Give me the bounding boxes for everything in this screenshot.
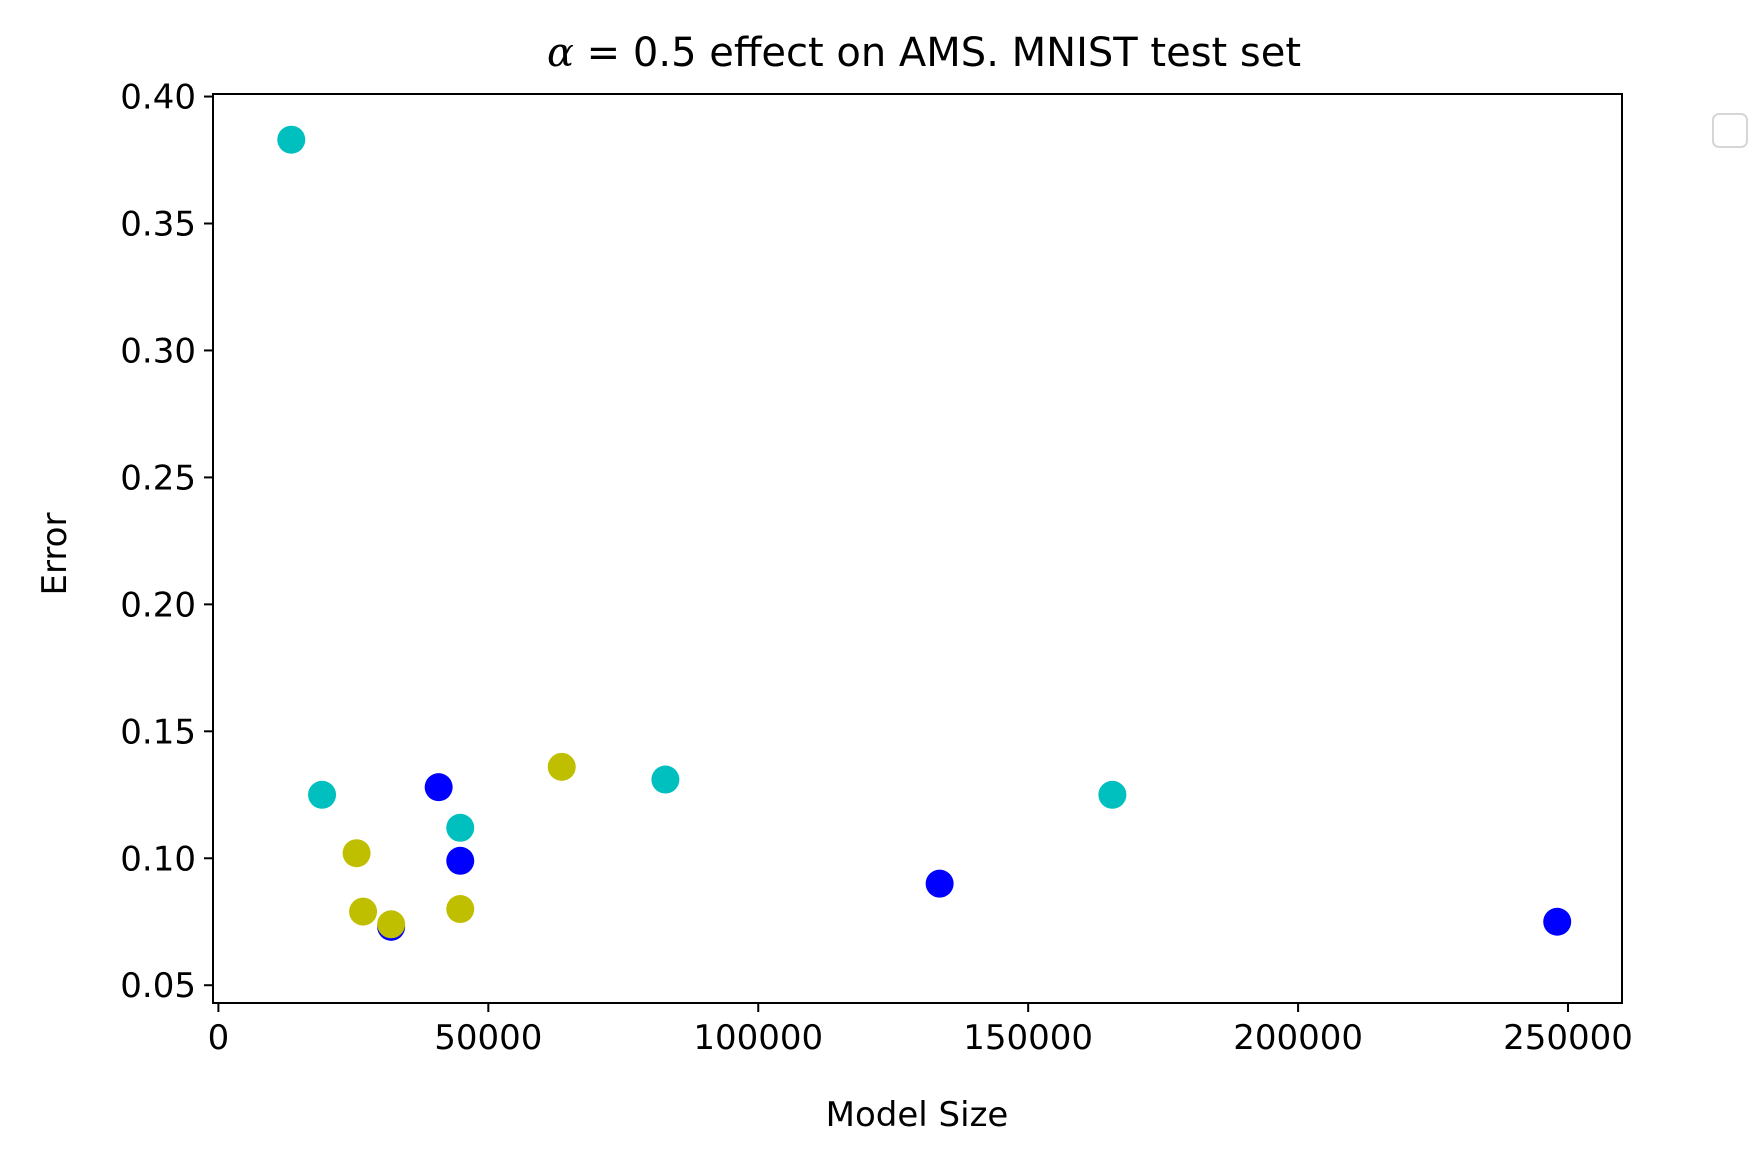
y-tick-label: 0.10: [120, 839, 196, 879]
data-point-s1-3: [925, 869, 954, 898]
data-point-s0-4: [1098, 780, 1127, 809]
y-tick-label: 0.25: [120, 458, 196, 498]
x-tick-label: 100000: [693, 1018, 823, 1058]
data-point-s2-0: [342, 839, 371, 868]
data-point-s2-1: [349, 897, 378, 926]
y-tick-label: 0.15: [120, 712, 196, 752]
y-tick-label: 0.35: [120, 204, 196, 244]
plot-frame: [212, 93, 1623, 1004]
chart-title-text: = 0.5 effect on AMS. MNIST test set: [574, 30, 1301, 76]
data-points: [277, 125, 1572, 941]
data-point-s0-1: [308, 780, 337, 809]
x-tick-label: 0: [208, 1018, 230, 1058]
data-point-s2-3: [446, 895, 475, 924]
y-tick-label: 0.20: [120, 585, 196, 625]
data-point-s0-2: [446, 813, 475, 842]
x-axis-ticks: 0 50000 100000 150000 200000 250000: [208, 1003, 1633, 1058]
data-point-s2-2: [377, 910, 406, 939]
data-point-s0-0: [277, 125, 306, 154]
y-tick-label: 0.30: [120, 331, 196, 371]
x-tick-label: 150000: [963, 1018, 1093, 1058]
y-axis-ticks: 0.05 0.10 0.15 0.20 0.25 0.30 0.35 0.40: [120, 78, 213, 1006]
y-tick-label: 0.40: [120, 78, 196, 118]
data-point-s0-3: [651, 765, 680, 794]
x-tick-label: 250000: [1503, 1018, 1633, 1058]
chart-title: α = 0.5 effect on AMS. MNIST test set: [547, 30, 1301, 76]
x-tick-label: 200000: [1233, 1018, 1363, 1058]
chart-title-symbol: α: [547, 30, 574, 76]
data-point-s2-4: [547, 752, 576, 781]
x-tick-label: 50000: [434, 1018, 542, 1058]
y-axis-label: Error: [35, 513, 75, 596]
data-point-s1-1: [424, 773, 453, 802]
data-point-s1-2: [446, 846, 475, 875]
data-point-s1-4: [1543, 907, 1572, 936]
x-axis-label: Model Size: [826, 1095, 1009, 1135]
y-tick-label: 0.05: [120, 966, 196, 1006]
legend-box: [1712, 113, 1748, 148]
